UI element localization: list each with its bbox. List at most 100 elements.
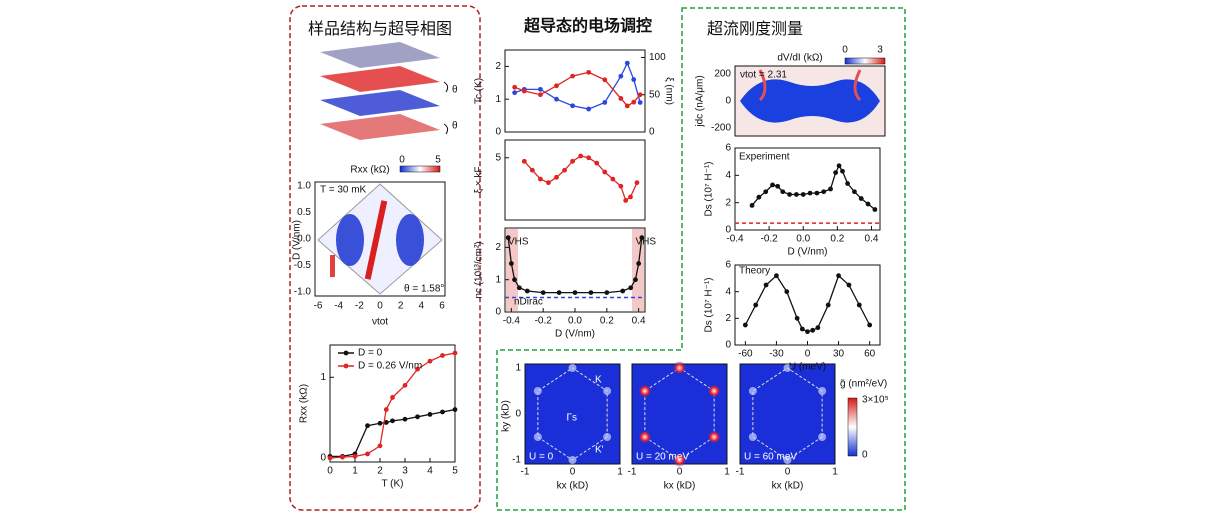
y-label: jdc (nA/μm) [695, 75, 706, 127]
left-frame [289, 5, 481, 511]
right-frame [496, 7, 906, 511]
data-point [415, 366, 420, 372]
legend-label: D = 0.26 V/nm [358, 361, 422, 372]
panel-label: U = 60 meV [744, 452, 797, 463]
y-tick-label: 2 [725, 313, 731, 324]
data-point [814, 190, 820, 196]
hotspot [637, 384, 652, 398]
x-tick-label: 3 [402, 466, 408, 477]
x-tick-label: 0.2 [600, 316, 614, 327]
data-point [365, 451, 370, 457]
data-point [774, 273, 779, 279]
x-tick-label: 1 [352, 466, 358, 477]
data-point [383, 420, 389, 425]
data-point [570, 158, 575, 164]
colorbar-label: Rxx (kΩ) [350, 165, 389, 176]
data-point [521, 88, 527, 94]
legend-marker [343, 363, 349, 369]
y-tick-label: 2 [725, 197, 731, 208]
x-tick-label: 6 [439, 301, 445, 312]
data-point [562, 167, 567, 173]
data-point [327, 455, 333, 461]
colorbar-tick: 0 [862, 450, 868, 461]
hotspot [783, 364, 792, 372]
x-tick-label: 0 [805, 349, 811, 360]
annotation: Experiment [739, 152, 790, 163]
plot-frame [329, 344, 456, 463]
data-point [524, 288, 530, 294]
y-tick-label: 0 [725, 96, 731, 107]
x-tick-label: -0.4 [726, 234, 744, 245]
x-tick-label: -6 [314, 301, 323, 312]
data-point [787, 192, 792, 197]
data-point [865, 201, 871, 207]
data-point [554, 96, 559, 102]
annotation: T = 30 mK [320, 185, 367, 196]
hotspot [603, 433, 612, 441]
hotspot [783, 456, 792, 464]
colorbar-tick: 0 [842, 45, 848, 56]
x-label: kx (kD) [557, 481, 589, 492]
y-tick-label: 0 [725, 340, 731, 351]
y2-tick-label: 0 [649, 127, 655, 138]
data-point [821, 189, 827, 195]
data-point [594, 160, 600, 166]
x-tick-label: -0.2 [535, 316, 553, 327]
y-tick-label: 0 [320, 453, 326, 464]
qgm-heatmap [631, 363, 728, 465]
data-point [637, 92, 643, 98]
data-point [440, 353, 445, 358]
hotspot [818, 433, 827, 441]
data-point [852, 189, 857, 195]
data-point [800, 192, 806, 197]
data-point [828, 186, 833, 192]
hotspot [707, 384, 722, 398]
data-point [628, 194, 633, 200]
data-point [872, 207, 878, 212]
data-point [749, 203, 755, 208]
colorbar-label: dV/dI (kΩ) [777, 53, 822, 64]
y-tick-label: 0.0 [297, 234, 311, 245]
plot-frame [504, 49, 646, 133]
phase-heatmap [314, 181, 446, 297]
data-point [775, 183, 781, 189]
x-tick-label: -0.4 [503, 316, 521, 327]
y-tick-label: 5 [495, 152, 501, 163]
data-point [556, 290, 562, 296]
annotation: νtot = 2.31 [740, 70, 787, 81]
data-point [631, 99, 637, 105]
data-point [570, 73, 575, 79]
hotspot [533, 433, 542, 441]
x-tick-label: -30 [769, 349, 784, 360]
series-line [330, 408, 456, 458]
x-tick-label: 0.4 [865, 234, 879, 245]
y-tick-label: 0 [495, 307, 501, 318]
y-label: ξ × kF [474, 167, 485, 194]
data-point [572, 290, 578, 296]
y-tick-label: 6 [725, 143, 731, 154]
data-point [631, 77, 637, 82]
legend-label: D = 0 [358, 348, 383, 359]
x-label: U (meV) [789, 362, 826, 373]
data-point [554, 174, 559, 180]
y2-label: ξ (nm) [663, 77, 674, 105]
y2-tick-label: 100 [649, 52, 666, 63]
y-tick-label: 1 [320, 372, 326, 383]
data-point [512, 84, 518, 90]
y-tick-label: 0.5 [297, 207, 311, 218]
data-point [538, 92, 543, 98]
y-tick-label: 1 [495, 94, 501, 105]
dvdi-heatmap [734, 65, 886, 137]
data-point [546, 180, 551, 186]
data-point [780, 189, 786, 195]
x-tick-label: 0.2 [830, 234, 844, 245]
data-point [807, 190, 813, 196]
y-tick-label: -1 [512, 455, 521, 466]
data-point [390, 418, 395, 424]
hotspot [707, 430, 722, 444]
section-title: 样品结构与超导相图 [308, 20, 452, 38]
data-point [383, 407, 389, 412]
data-point [636, 261, 642, 266]
y-tick-label: -0.5 [294, 260, 312, 271]
y-tick-label: 4 [725, 286, 731, 297]
